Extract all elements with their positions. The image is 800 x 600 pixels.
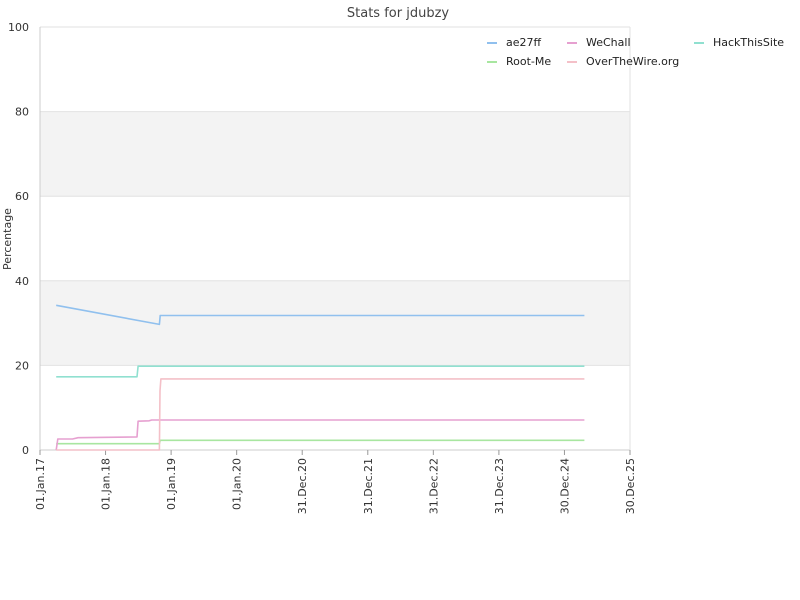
legend-label: OverTheWire.org xyxy=(586,55,679,68)
y-tick-labels: 0 20 40 60 80 100 xyxy=(8,21,29,457)
series-line-ae27ff xyxy=(56,304,585,326)
x-tick-label: 01.Jan.17 xyxy=(34,458,47,510)
legend-label: HackThisSite xyxy=(713,36,784,49)
legend-label: Root-Me xyxy=(506,55,551,68)
y-tick-label: 20 xyxy=(15,359,29,372)
x-tick-label: 01.Jan.19 xyxy=(165,458,178,510)
legend-label: ae27ff xyxy=(506,36,542,49)
legend-item[interactable]: Root-Me xyxy=(487,55,551,68)
x-tick-label: 01.Jan.20 xyxy=(231,458,244,510)
x-tick-label: 31.Dec.20 xyxy=(296,458,309,514)
chart-title: Stats for jdubzy xyxy=(347,6,450,21)
series-line-overthewire-org xyxy=(56,378,585,451)
legend-item[interactable]: HackThisSite xyxy=(694,36,784,49)
y-axis-title: Percentage xyxy=(1,208,14,270)
legend-item[interactable]: WeChall xyxy=(567,36,631,49)
plot-background xyxy=(40,27,630,450)
y-tick-label: 40 xyxy=(15,275,29,288)
y-tick-label: 80 xyxy=(15,106,29,119)
y-tick-label: 0 xyxy=(22,444,29,457)
legend-item[interactable]: OverTheWire.org xyxy=(567,55,679,68)
x-tick-label: 30.Dec.24 xyxy=(558,458,571,514)
y-tick-label: 60 xyxy=(15,190,29,203)
plot-band xyxy=(40,280,630,366)
x-tick-label: 30.Dec.25 xyxy=(624,458,637,514)
series-line-hackthissite xyxy=(56,365,585,378)
legend: ae27ff Root-Me WeChall OverTheWire.org HackT… xyxy=(487,36,784,68)
x-tick-label: 01.Jan.18 xyxy=(100,458,113,510)
legend-label: WeChall xyxy=(586,36,631,49)
x-tick-label: 31.Dec.22 xyxy=(427,458,440,514)
x-tick-label: 31.Dec.21 xyxy=(362,458,375,514)
series-layer xyxy=(55,304,585,451)
series-line-wechall xyxy=(55,419,585,451)
x-tick-label: 31.Dec.23 xyxy=(493,458,506,514)
x-tick-labels: 01.Jan.17 01.Jan.18 01.Jan.19 01.Jan.20 31.D… xyxy=(34,458,637,514)
y-tick-label: 100 xyxy=(8,21,29,34)
legend-item[interactable]: ae27ff xyxy=(487,36,542,49)
plot-bands-layer xyxy=(40,27,630,450)
plot-band xyxy=(40,111,630,197)
